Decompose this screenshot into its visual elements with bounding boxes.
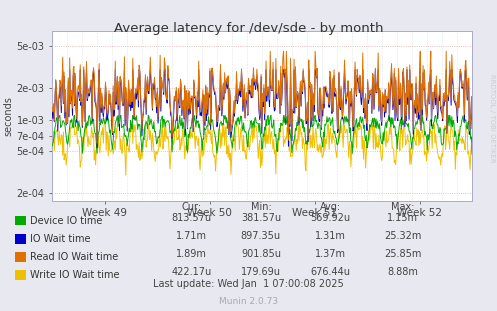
Text: Read IO Wait time: Read IO Wait time [30,252,118,262]
Text: Device IO time: Device IO time [30,216,102,226]
Text: IO Wait time: IO Wait time [30,234,90,244]
Text: Min:: Min: [250,202,271,212]
Y-axis label: seconds: seconds [4,96,14,136]
Text: 25.32m: 25.32m [384,231,421,241]
Text: Max:: Max: [391,202,414,212]
Text: Average latency for /dev/sde - by month: Average latency for /dev/sde - by month [114,22,383,35]
Text: 1.89m: 1.89m [176,249,207,259]
Text: Write IO Wait time: Write IO Wait time [30,270,119,280]
Text: 25.85m: 25.85m [384,249,421,259]
Text: Munin 2.0.73: Munin 2.0.73 [219,297,278,306]
Text: Cur:: Cur: [181,202,201,212]
Text: Last update: Wed Jan  1 07:00:08 2025: Last update: Wed Jan 1 07:00:08 2025 [153,279,344,289]
Text: 422.17u: 422.17u [171,267,211,277]
Text: 1.37m: 1.37m [315,249,346,259]
Text: 8.88m: 8.88m [387,267,418,277]
Text: 381.57u: 381.57u [241,213,281,223]
Text: 1.15m: 1.15m [387,213,418,223]
Text: RRDTOOL / TOBI OETIKER: RRDTOOL / TOBI OETIKER [489,74,495,163]
Text: 569.92u: 569.92u [311,213,350,223]
Text: 897.35u: 897.35u [241,231,281,241]
Text: 676.44u: 676.44u [311,267,350,277]
Text: 1.71m: 1.71m [176,231,207,241]
Text: Avg:: Avg: [320,202,341,212]
Text: 901.85u: 901.85u [241,249,281,259]
Text: 813.57u: 813.57u [171,213,211,223]
Text: 1.31m: 1.31m [315,231,346,241]
Text: 179.69u: 179.69u [241,267,281,277]
